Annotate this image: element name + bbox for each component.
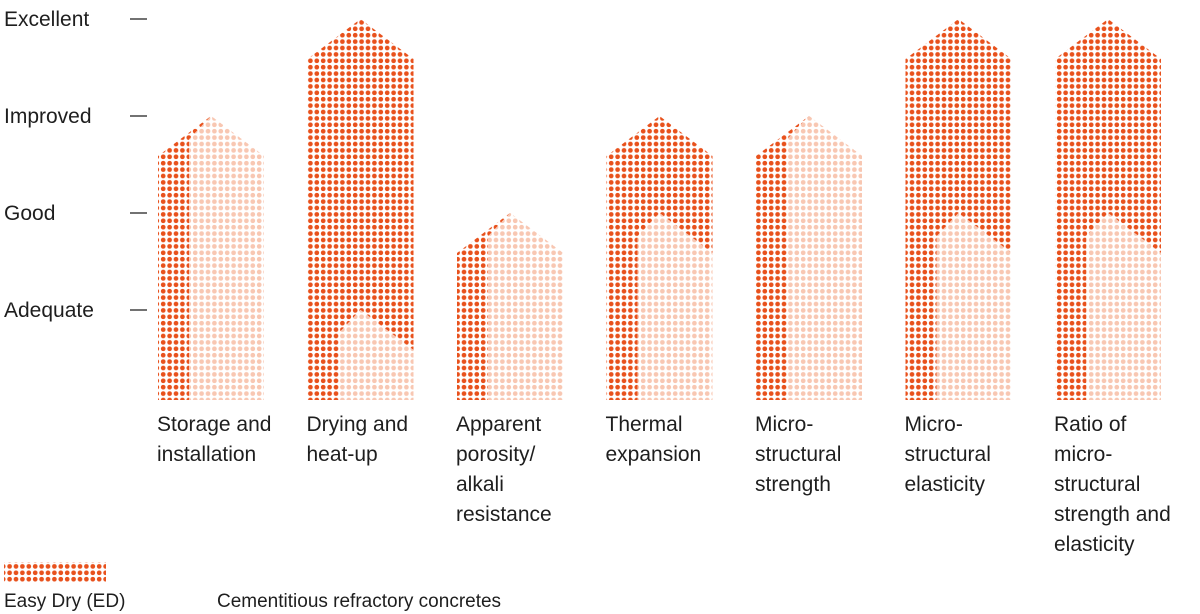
category-group (606, 116, 713, 400)
category-group (307, 19, 414, 400)
category-label: installation (157, 443, 256, 466)
category-label: Micro- (755, 413, 813, 436)
category-label: Ratio of (1054, 413, 1127, 436)
category-label: alkali (456, 473, 504, 496)
legend: Easy Dry (ED) Cementitious refractory con… (4, 562, 501, 612)
category-label: expansion (606, 443, 702, 466)
category-label: structural (755, 443, 841, 466)
bar-cementitious (338, 310, 414, 400)
category-label: elasticity (1054, 533, 1135, 556)
category-labels: Storage and installation Drying and heat-up… (157, 413, 1171, 556)
category-label: heat-up (307, 443, 378, 466)
category-group (756, 116, 862, 400)
category-label: Drying and (307, 413, 409, 436)
y-level-label: Adequate (4, 299, 94, 322)
legend-swatch-easy-dry (4, 562, 106, 582)
legend-label-easy-dry: Easy Dry (ED) (4, 591, 125, 612)
category-group (158, 116, 264, 400)
category-label: strength and (1054, 503, 1171, 526)
category-label: Storage and (157, 413, 271, 436)
y-level-label: Excellent (4, 8, 89, 31)
bars (158, 19, 1161, 400)
legend-label-cementitious: Cementitious refractory concretes (217, 591, 501, 612)
category-group (1055, 19, 1161, 400)
category-group (905, 19, 1012, 400)
y-level-label: Improved (4, 105, 92, 128)
bar-cementitious (1086, 213, 1161, 400)
bar-easy-dry (307, 19, 414, 400)
category-label: Thermal (606, 413, 683, 436)
category-label: Micro- (905, 413, 963, 436)
bar-cementitious (189, 116, 264, 400)
category-label: structural (905, 443, 991, 466)
bar-cementitious (936, 213, 1012, 400)
category-label: elasticity (905, 473, 986, 496)
category-label: resistance (456, 503, 552, 526)
bar-cementitious (488, 213, 563, 400)
category-label: micro- (1054, 443, 1112, 466)
y-axis: Adequate Good Improved Excellent (4, 8, 147, 322)
category-label: Apparent (456, 413, 541, 436)
bar-cementitious (787, 116, 862, 400)
category-label: strength (755, 473, 831, 496)
bar-cementitious (637, 213, 713, 400)
category-label: structural (1054, 473, 1140, 496)
category-group (457, 213, 563, 400)
category-label: porosity/ (456, 443, 536, 466)
y-level-label: Good (4, 202, 55, 225)
